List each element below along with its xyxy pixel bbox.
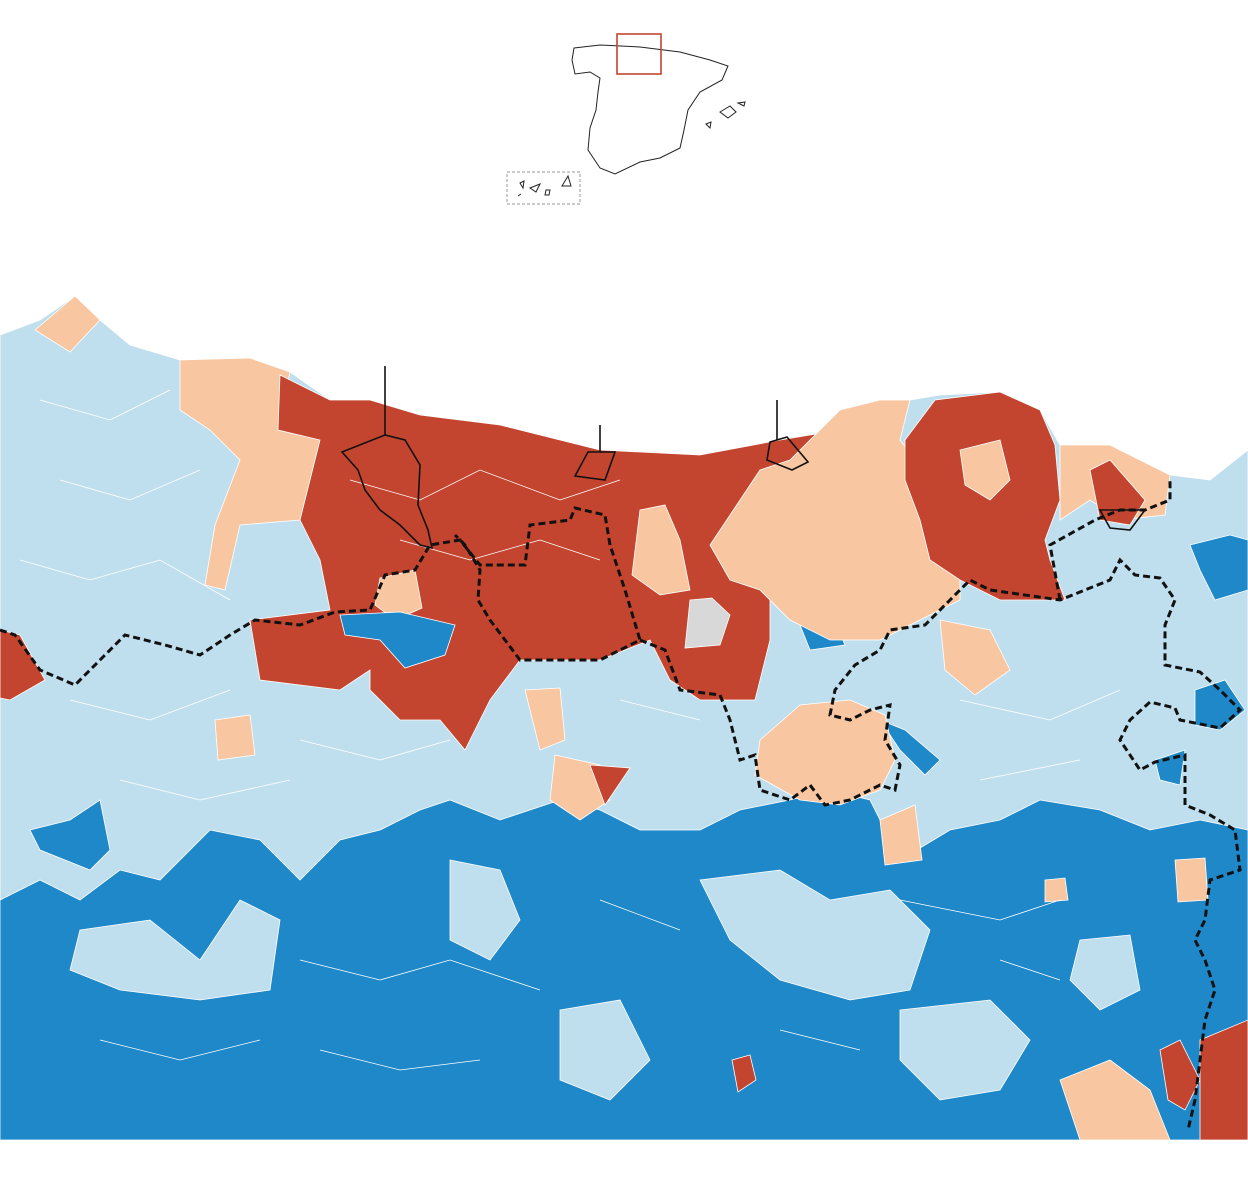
canary (517, 174, 572, 197)
region-dark-blue (29, 799, 111, 871)
region-red (0, 629, 46, 701)
locator-frame (616, 33, 662, 75)
region-peach (1044, 877, 1069, 903)
region-dark-blue (878, 719, 941, 776)
region-red (589, 764, 631, 806)
municipal-lines (19, 389, 1121, 1071)
region-red (731, 1054, 757, 1093)
highlight-municipality (766, 436, 810, 471)
region-grey (684, 597, 731, 649)
region-light-patch (1069, 934, 1141, 1011)
region-peach (631, 504, 691, 596)
region-peach (524, 687, 566, 751)
choropleth (0, 295, 1248, 1140)
canary-box (506, 171, 581, 205)
highlight-municipality (1098, 509, 1147, 531)
region-light-patch (699, 869, 931, 1001)
region-light-patch (449, 859, 521, 961)
spain-outline (571, 44, 729, 175)
locator (506, 33, 746, 205)
region-peach (959, 439, 1011, 501)
balearic (705, 101, 746, 130)
region-red (1159, 1039, 1201, 1111)
region-light-patch (899, 999, 1031, 1101)
region-peach (879, 804, 923, 866)
region-peach (1174, 857, 1209, 903)
region-peach (754, 699, 896, 806)
region-light-patch (559, 999, 651, 1101)
region-light-patch (69, 899, 281, 1001)
region-red (1199, 1019, 1248, 1140)
highlight-municipality (340, 434, 434, 550)
region-peach (1059, 1059, 1171, 1140)
highlight-municipality (573, 451, 617, 481)
region-peach (34, 295, 101, 353)
region-dark-blue (1189, 534, 1248, 601)
region-peach (214, 714, 256, 761)
region-dark-blue (339, 611, 456, 669)
region-peach (939, 619, 1011, 696)
